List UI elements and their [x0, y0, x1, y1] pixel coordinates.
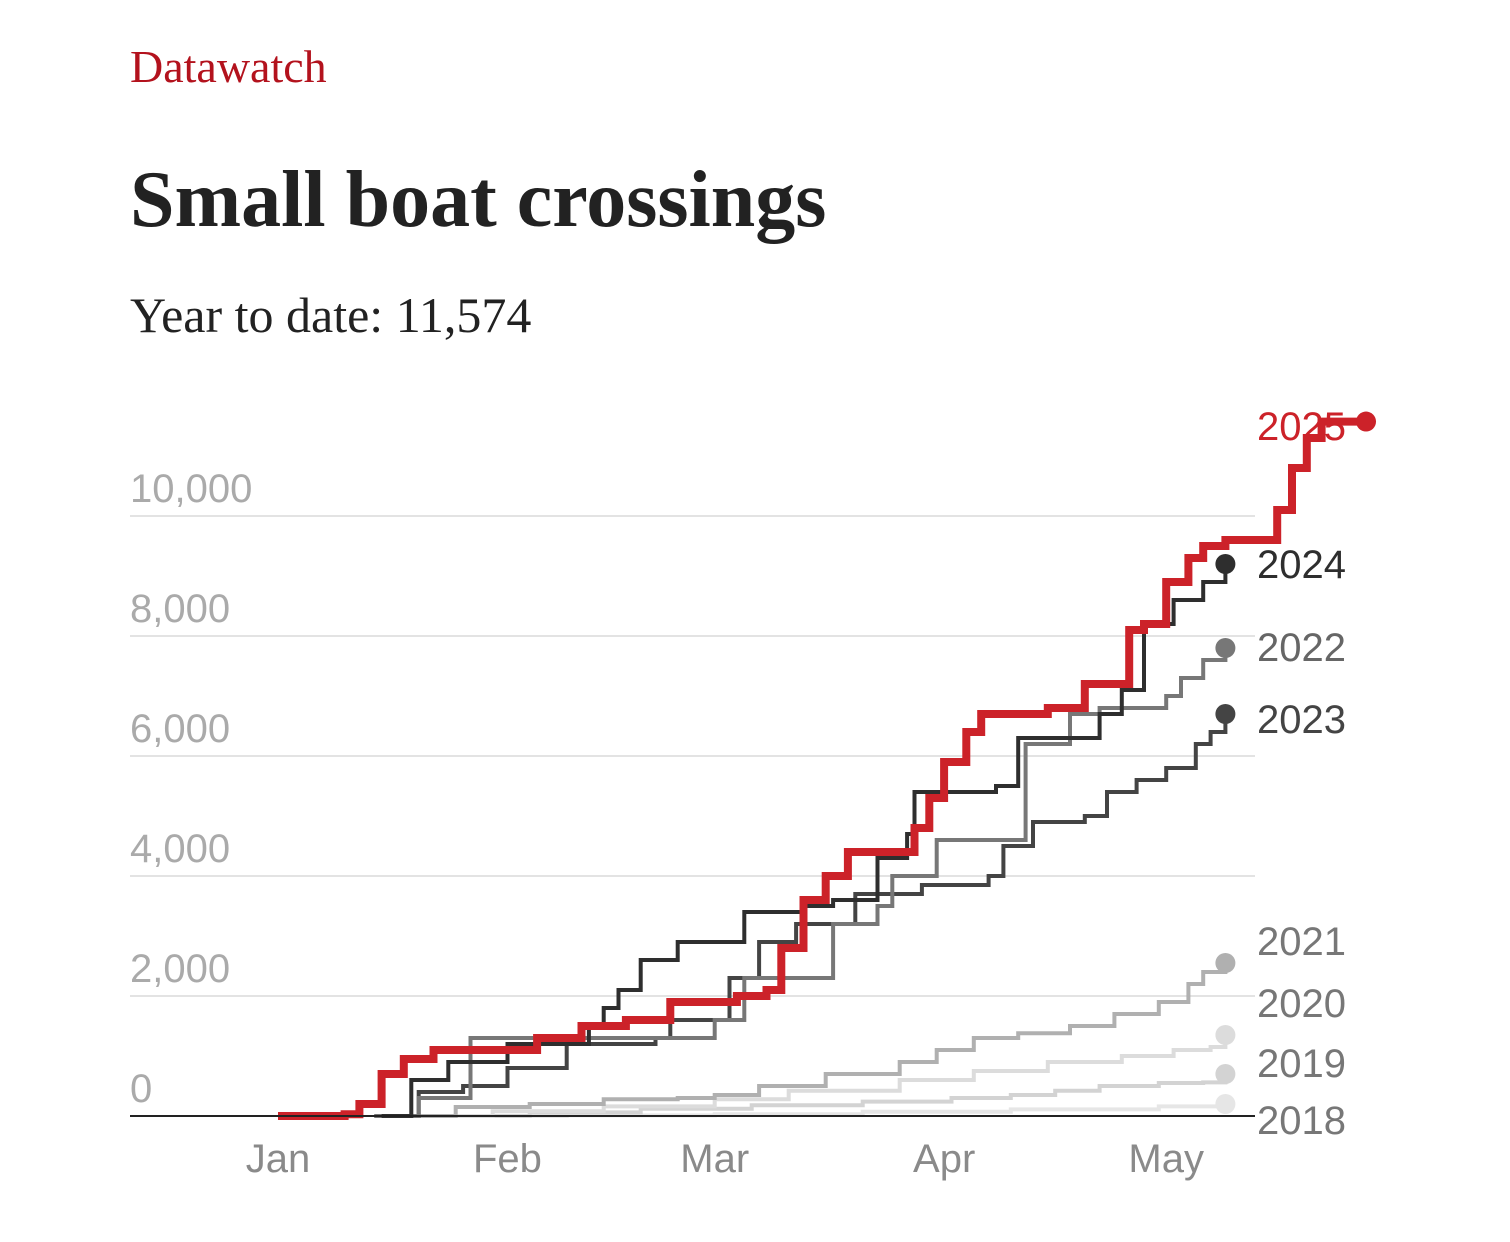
kicker: Datawatch	[130, 41, 327, 92]
chart-title: Small boat crossings	[130, 156, 827, 244]
series-label-2018: 2018	[1257, 1099, 1346, 1143]
series-end-point-2020	[1215, 1025, 1236, 1045]
series-label-2025: 2025	[1257, 405, 1346, 449]
series-line-2023	[381, 714, 1228, 1118]
x-tick-label: Apr	[913, 1137, 975, 1181]
series-line-2022	[374, 648, 1228, 1118]
x-axis-ticks: Jan Feb Mar Apr May	[246, 1137, 1204, 1181]
series-label-2022: 2022	[1257, 626, 1346, 670]
series-end-point-2024	[1215, 554, 1236, 574]
y-tick-label: 6,000	[130, 707, 230, 751]
x-tick-label: Mar	[680, 1137, 749, 1181]
series-line-2020	[389, 1035, 1228, 1118]
series-end-labels: 2025 2024 2022 2023 2021 2020 2019 2018	[1257, 405, 1346, 1143]
series-line-2019	[403, 1074, 1228, 1118]
series-label-2024: 2024	[1257, 543, 1346, 587]
y-axis-ticks: 0 2,000 4,000 6,000 8,000 10,000	[130, 467, 252, 1111]
y-tick-label: 10,000	[130, 467, 252, 511]
series-label-2023: 2023	[1257, 698, 1346, 742]
y-tick-label: 8,000	[130, 587, 230, 631]
gridlines	[130, 515, 1255, 997]
series-end-point-2019	[1215, 1064, 1236, 1084]
series-line-2025	[278, 417, 1366, 1120]
x-tick-label: Feb	[473, 1137, 542, 1181]
x-tick-label: Jan	[246, 1137, 311, 1181]
series-end-point-2018	[1215, 1094, 1236, 1114]
series-end-point-2025	[1356, 411, 1377, 432]
series-line-2024	[381, 564, 1228, 1118]
y-tick-label: 4,000	[130, 827, 230, 871]
series-label-2020: 2020	[1257, 982, 1346, 1026]
series-lines	[278, 411, 1377, 1120]
y-tick-label: 2,000	[130, 947, 230, 991]
series-end-point-2022	[1215, 638, 1236, 658]
series-line-2021	[403, 963, 1228, 1118]
series-label-2021: 2021	[1257, 920, 1346, 964]
series-end-point-2021	[1215, 953, 1236, 973]
y-tick-label: 0	[130, 1067, 152, 1111]
chart-subtitle: Year to date: 11,574	[130, 287, 532, 343]
series-label-2019: 2019	[1257, 1042, 1346, 1086]
series-end-point-2023	[1215, 704, 1236, 724]
x-tick-label: May	[1128, 1137, 1204, 1181]
